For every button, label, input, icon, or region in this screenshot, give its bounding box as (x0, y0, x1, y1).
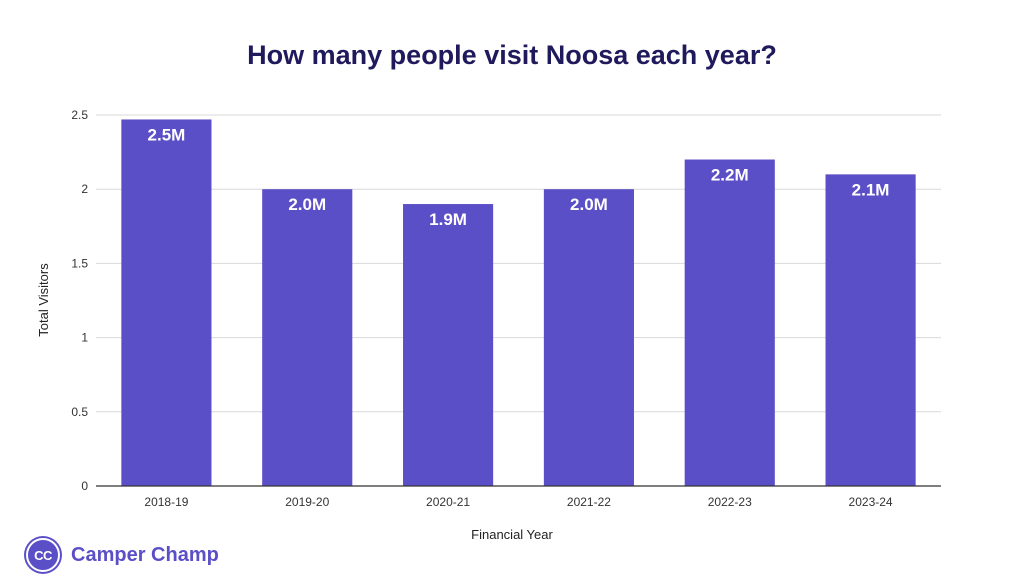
x-tick-label: 2023-24 (849, 495, 893, 509)
x-tick-label: 2019-20 (285, 495, 329, 509)
bar-data-label: 2.5M (148, 125, 186, 144)
bar-data-label: 2.0M (288, 195, 326, 214)
y-tick-label: 1.5 (71, 256, 88, 270)
y-tick-label: 0 (81, 479, 88, 493)
x-axis-ticks: 2018-19 2019-20 2020-21 2021-22 2022-23 2023-… (144, 495, 893, 509)
bar-data-label: 2.0M (570, 195, 608, 214)
y-axis-title: Total Visitors (36, 263, 51, 337)
x-axis-title: Financial Year (471, 527, 553, 542)
x-tick-label: 2022-23 (708, 495, 752, 509)
bar-data-label: 2.1M (852, 180, 890, 199)
x-tick-label: 2020-21 (426, 495, 470, 509)
bar-2020-21 (403, 204, 494, 487)
gridlines (96, 114, 941, 413)
y-tick-label: 2.5 (71, 108, 88, 122)
bar-data-label: 2.2M (711, 166, 749, 185)
camper-champ-logo-icon: CC (26, 538, 60, 572)
y-axis-ticks: 0 0.5 1 1.5 2 2.5 (71, 108, 88, 493)
y-tick-label: 2 (81, 182, 88, 196)
brand-footer: CC Camper Champ (26, 536, 219, 574)
bars (121, 119, 916, 487)
y-tick-label: 1 (81, 331, 88, 345)
y-tick-label: 0.5 (71, 405, 88, 419)
x-tick-label: 2021-22 (567, 495, 611, 509)
bar-2022-23 (684, 159, 775, 486)
bar-data-label: 1.9M (429, 210, 467, 229)
bar-data-labels: 2.5M 2.0M 1.9M 2.0M 2.2M 2.1M (148, 125, 890, 229)
x-tick-label: 2018-19 (144, 495, 188, 509)
bar-2021-22 (543, 189, 634, 486)
bar-2018-19 (121, 119, 212, 487)
bar-2019-20 (262, 189, 353, 486)
brand-name: Camper Champ (71, 543, 219, 566)
bar-2023-24 (825, 174, 916, 487)
chart-title: How many people visit Noosa each year? (247, 40, 777, 70)
